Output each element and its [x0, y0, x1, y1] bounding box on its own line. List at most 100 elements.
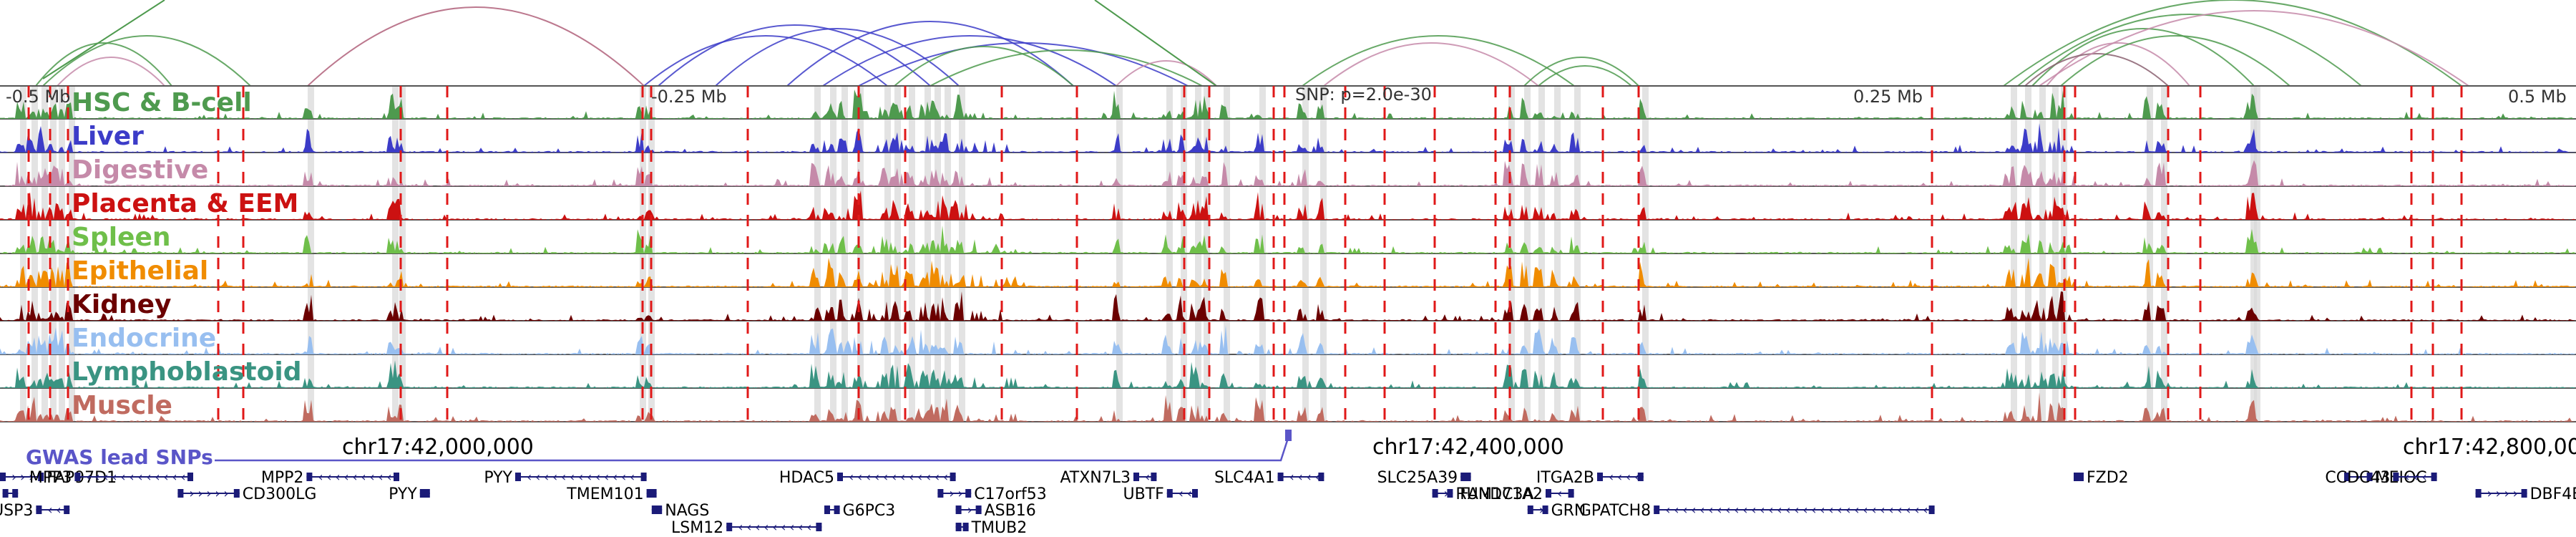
- gene-label: G6PC3: [843, 502, 896, 520]
- gene-label: ITGA2B: [1536, 469, 1594, 487]
- strand-chevron-icon: ›: [957, 486, 962, 501]
- gene-exon: [515, 473, 521, 481]
- gene-label: C17orf53: [974, 485, 1047, 503]
- strand-chevron-icon: ›: [967, 503, 972, 518]
- gene-exon: [2431, 473, 2437, 481]
- strand-chevron-icon: ‹: [180, 470, 185, 485]
- gene-exon: [816, 523, 822, 531]
- offset-label: -0.5 Mb: [6, 87, 70, 107]
- strand-chevron-icon: ‹: [943, 470, 948, 485]
- chromatin-loop-arc: [2031, 28, 2255, 87]
- strand-chevron-icon: ‹: [883, 470, 888, 485]
- gene-exon: [2074, 473, 2079, 481]
- strand-chevron-icon: ‹: [1785, 503, 1790, 518]
- chromatin-loop-arc: [1302, 35, 1575, 87]
- track-signal: [0, 325, 2576, 354]
- gene-exon: [962, 523, 969, 531]
- gene-exon: [2475, 489, 2482, 498]
- gene-exon: [1460, 473, 1467, 481]
- strand-chevron-icon: ›: [2356, 470, 2361, 485]
- gene-exon: [177, 489, 184, 498]
- strand-chevron-icon: ‹: [146, 470, 151, 485]
- strand-chevron-icon: ‹: [1725, 503, 1730, 518]
- gene-exon: [656, 505, 663, 514]
- gene-exon: [726, 523, 733, 531]
- gene-label: ATXN7L3: [1060, 469, 1131, 487]
- track-labels: HSC & B-cell Liver Digestive Placenta & EEM…: [72, 88, 302, 420]
- strand-chevron-icon: ›: [189, 486, 194, 501]
- strand-chevron-icon: ‹: [1717, 503, 1722, 518]
- strand-chevron-icon: ‹: [1665, 503, 1670, 518]
- strand-chevron-icon: ‹: [1609, 470, 1614, 485]
- strand-chevron-icon: ‹: [1751, 503, 1756, 518]
- gene-label: TMEM101: [566, 485, 643, 503]
- strand-chevron-icon: ‹: [630, 470, 635, 485]
- gene-label: UBTF: [1123, 485, 1164, 503]
- strand-chevron-icon: ›: [2487, 486, 2492, 501]
- strand-chevron-icon: ‹: [781, 520, 786, 535]
- gene-exon: [1527, 505, 1533, 514]
- strand-chevron-icon: ‹: [1742, 503, 1747, 518]
- track-signal: [0, 190, 2576, 220]
- strand-chevron-icon: ›: [949, 486, 954, 501]
- gene-label: FAM171A2: [1460, 485, 1543, 503]
- strand-chevron-icon: ‹: [112, 470, 117, 485]
- track-label: Epithelial: [72, 256, 208, 286]
- strand-chevron-icon: ‹: [1298, 470, 1303, 485]
- strand-chevron-icon: ‹: [561, 470, 566, 485]
- strand-chevron-icon: ‹: [935, 470, 940, 485]
- gene-exon: [2344, 473, 2350, 481]
- gwas-snp-connector: [215, 433, 1291, 462]
- chromatin-loop-arc: [35, 42, 172, 87]
- gene-label: PYY: [389, 485, 417, 503]
- strand-chevron-icon: ‹: [900, 470, 905, 485]
- chromatin-loop-arc: [2046, 42, 2190, 87]
- gene-exon: [1192, 489, 1198, 498]
- gene-exon: [64, 505, 70, 514]
- strand-chevron-icon: ‹: [849, 470, 854, 485]
- track-label: Endocrine: [72, 324, 216, 353]
- gene-exon: [2, 489, 9, 498]
- strand-chevron-icon: ‹: [1315, 470, 1320, 485]
- strand-chevron-icon: ‹: [926, 470, 931, 485]
- gwas-track-label: GWAS lead SNPs: [26, 445, 213, 469]
- gene-label: FZD2: [2087, 469, 2129, 487]
- strand-chevron-icon: ‹: [378, 470, 383, 485]
- strand-chevron-icon: ‹: [326, 470, 331, 485]
- gene-label: HDAC5: [779, 469, 834, 487]
- offset-label: 0.25 Mb: [1853, 87, 1923, 107]
- gene-exon: [306, 473, 313, 481]
- track-signal: [0, 291, 2576, 321]
- gene-exon: [650, 489, 657, 498]
- strand-chevron-icon: ‹: [335, 470, 340, 485]
- gwas-snp-marker[interactable]: [1285, 430, 1292, 441]
- strand-chevron-icon: ›: [206, 486, 211, 501]
- strand-chevron-icon: ‹: [1828, 503, 1833, 518]
- strand-chevron-icon: ‹: [1179, 486, 1184, 501]
- strand-chevron-icon: ‹: [386, 470, 391, 485]
- gene-label: NAGS: [665, 502, 709, 520]
- strand-chevron-icon: ‹: [1906, 503, 1911, 518]
- gene-exon: [955, 505, 962, 514]
- strand-chevron-icon: ‹: [2421, 470, 2426, 485]
- strand-chevron-icon: ›: [1444, 486, 1449, 501]
- track-signal: [0, 360, 2576, 388]
- strand-chevron-icon: ›: [223, 486, 228, 501]
- strand-chevron-icon: ‹: [1863, 503, 1868, 518]
- gene-exon: [1133, 473, 1139, 481]
- gene-exon: [2393, 473, 2399, 481]
- strand-chevron-icon: ‹: [892, 470, 897, 485]
- gene-exon: [1447, 489, 1453, 498]
- strand-chevron-icon: ‹: [1289, 470, 1294, 485]
- strand-chevron-icon: ‹: [604, 470, 609, 485]
- gene-exon: [955, 523, 962, 531]
- gene-exon: [424, 489, 430, 498]
- strand-chevron-icon: ‹: [746, 520, 751, 535]
- strand-chevron-icon: ‹: [1634, 470, 1639, 485]
- strand-chevron-icon: ‹: [1871, 503, 1876, 518]
- gene-label: PYY: [484, 469, 512, 487]
- strand-chevron-icon: ‹: [352, 470, 357, 485]
- track-signal: [0, 392, 2576, 422]
- track-label: HSC & B-cell: [72, 88, 252, 117]
- track-label: Spleen: [72, 223, 171, 252]
